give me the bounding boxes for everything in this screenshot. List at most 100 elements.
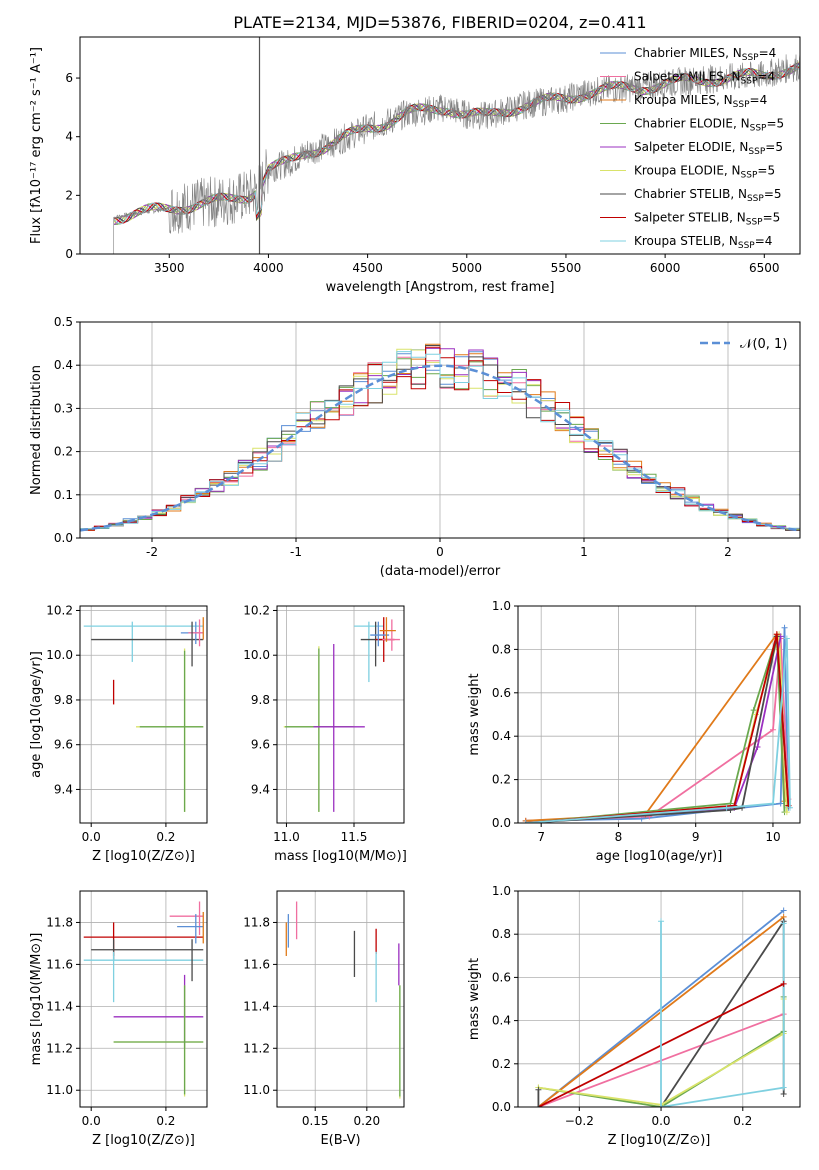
y-tick-label: 0.4	[492, 729, 511, 743]
x-axis-label: (data-model)/error	[380, 564, 501, 579]
plot-area	[283, 617, 400, 812]
plot-mass-vs-ebv: 0.15 0.20 11.0 11.2 11.4 11.6 11.8 E(B-V)	[243, 890, 405, 1148]
y-tick-label: 0.0	[54, 531, 73, 545]
y-tick-label: 0.4	[492, 1014, 511, 1028]
y-axis-label: mass [log10(M/M⊙)]	[29, 933, 44, 1066]
y-tick-label: 10.0	[46, 648, 73, 662]
y-tick-label: 9.8	[251, 693, 270, 707]
x-tick-label: 0	[436, 545, 444, 559]
weight-marker-chabrier_stelib	[535, 1104, 542, 1107]
y-tick-label: 9.6	[251, 738, 270, 752]
x-axis-label: Z [log10(Z/Z⊙)]	[608, 1133, 711, 1148]
plot-area	[522, 624, 793, 823]
x-tick-label: 0.20	[353, 1114, 380, 1128]
x-tick-label: -1	[290, 545, 302, 559]
plot-area	[83, 617, 204, 812]
plot-spectrum: 3500 4000 4500 5000 5500 6000 6500 0 2 4 6 waveleng…	[29, 36, 801, 295]
y-tick-label: 0.6	[492, 686, 511, 700]
y-tick-label: 0.0	[492, 1100, 511, 1114]
x-tick-label: 4000	[253, 261, 284, 275]
x-tick-label: 0.0	[651, 1114, 670, 1128]
x-tick-label: 8	[615, 830, 623, 844]
y-tick-label: 6	[65, 71, 73, 85]
legend-entry: Chabrier STELIB, NSSP=5	[634, 187, 782, 204]
y-tick-label: 11.2	[46, 1041, 73, 1055]
weight-line-chabrier_elodie	[525, 636, 786, 823]
normal-curve	[80, 364, 800, 532]
y-tick-label: 10.2	[243, 603, 270, 617]
x-tick-label: 5500	[551, 261, 582, 275]
y-tick-label: 1.0	[492, 599, 511, 613]
x-tick-label: 11.5	[341, 830, 368, 844]
x-tick-label: −0.2	[565, 1114, 594, 1128]
x-tick-label: 5000	[452, 261, 483, 275]
x-tick-label: 7	[537, 830, 545, 844]
y-tick-label: 0.2	[54, 445, 73, 459]
x-tick-label: 4500	[352, 261, 383, 275]
weight-marker-kroupa_stelib	[780, 1084, 787, 1091]
x-tick-label: 6000	[650, 261, 681, 275]
y-tick-label: 0.6	[492, 970, 511, 984]
y-tick-label: 11.6	[46, 957, 73, 971]
weight-marker-kroupa_stelib	[658, 1104, 665, 1107]
weight-marker-chabrier_stelib	[780, 1091, 787, 1098]
axes-frame	[79, 36, 801, 255]
legend-entry: Chabrier ELODIE, NSSP=5	[634, 117, 784, 134]
y-tick-label: 11.4	[46, 999, 73, 1013]
plot-mass-weight-vs-Z: −0.2 0.0 0.2 0.0 0.2 0.4 0.6 0.8 1.0 Z [log10(Z/Z…	[467, 884, 801, 1148]
y-tick-label: 9.4	[251, 782, 270, 796]
plot-area	[285, 901, 401, 1099]
weight-marker-kroupa_stelib	[786, 804, 793, 811]
y-tick-label: 4	[65, 130, 73, 144]
x-axis-label: mass [log10(M/M⊙)]	[274, 849, 407, 864]
weight-marker-kroupa_elodie	[783, 809, 790, 816]
weight-marker-salpeter_stelib	[780, 980, 787, 987]
x-tick-label: 6500	[749, 261, 780, 275]
x-tick-label: 1	[580, 545, 588, 559]
y-tick-label: 11.6	[243, 957, 270, 971]
weight-marker-kroupa_stelib	[769, 800, 776, 807]
y-tick-label: 11.2	[243, 1041, 270, 1055]
weight-marker-kroupa_stelib	[723, 804, 730, 811]
axes-frame	[517, 890, 801, 1108]
x-tick-label: 9	[692, 830, 700, 844]
weight-marker-salpeter_elodie	[754, 744, 761, 751]
y-tick-label: 1.0	[492, 884, 511, 898]
y-tick-label: 11.4	[243, 999, 270, 1013]
y-axis-label: Normed distribution	[29, 365, 44, 495]
y-tick-label: 11.0	[243, 1083, 270, 1097]
axes-frame	[517, 605, 801, 824]
axes-frame	[79, 605, 208, 824]
y-tick-label: 11.8	[243, 915, 270, 929]
x-axis-label: age [log10(age/yr)]	[596, 849, 723, 864]
y-tick-label: 11.0	[46, 1083, 73, 1097]
weight-marker-chabrier_miles	[777, 800, 784, 807]
y-tick-label: 0.2	[492, 1057, 511, 1071]
weight-marker-kroupa_stelib	[783, 635, 790, 642]
weight-marker-kroupa_stelib	[658, 918, 665, 925]
y-tick-label: 0.3	[54, 401, 73, 415]
y-axis-label: Flux [fλ10⁻¹⁷ erg cm⁻² s⁻¹ A⁻¹]	[29, 47, 44, 244]
plot-area	[113, 37, 800, 254]
x-axis-label: Z [log10(Z/Z⊙)]	[92, 1133, 195, 1148]
plot-area	[83, 901, 204, 1097]
y-tick-label: 0.1	[54, 488, 73, 502]
x-tick-label: 0.0	[82, 830, 101, 844]
y-tick-label: 0.0	[492, 816, 511, 830]
legend-entry: Kroupa STELIB, NSSP=4	[634, 234, 772, 251]
x-tick-label: -2	[146, 545, 158, 559]
x-tick-label: 10	[765, 830, 780, 844]
plot-area	[535, 907, 787, 1107]
weight-marker-chabrier_miles	[780, 907, 787, 914]
weight-marker-salpeter_stelib	[773, 631, 780, 638]
weight-marker-kroupa_stelib	[522, 820, 529, 823]
weight-marker-chabrier_elodie	[750, 707, 757, 714]
weight-line-salpeter_elodie	[525, 636, 782, 823]
y-axis-label: mass weight	[467, 673, 482, 755]
legend-entry: Salpeter ELODIE, NSSP=5	[634, 140, 783, 157]
y-tick-label: 0.8	[492, 927, 511, 941]
y-tick-label: 2	[65, 188, 73, 202]
legend-entry: Kroupa MILES, NSSP=4	[634, 93, 767, 110]
axes-frame	[79, 890, 208, 1108]
y-axis-label: age [log10(age/yr)]	[29, 651, 44, 778]
